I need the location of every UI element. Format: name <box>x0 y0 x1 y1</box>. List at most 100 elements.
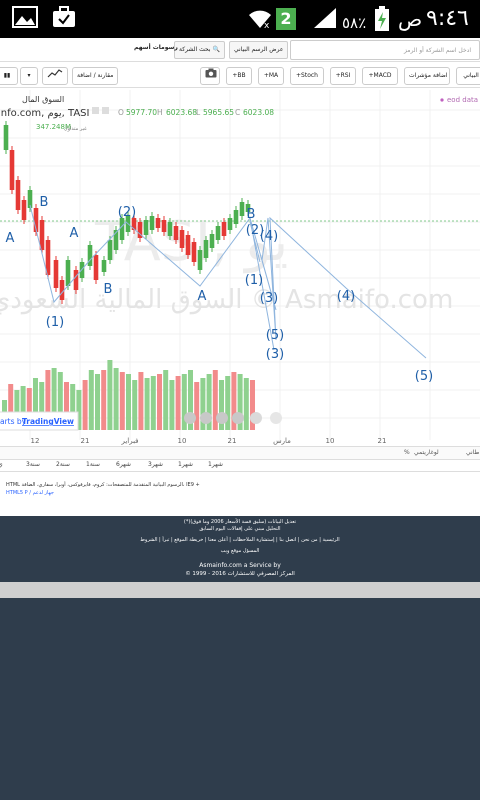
camera-icon[interactable] <box>200 67 220 85</box>
search-input[interactable]: ادخل اسم الشركة أو الرمز <box>290 40 480 60</box>
chart-type-icon[interactable] <box>42 67 68 85</box>
candle-body <box>185 235 191 255</box>
candle-body <box>73 270 79 290</box>
footer-copyright: © 1999 - 2016 المركز المصرفي للاستشارات <box>185 571 295 577</box>
x-axis-ticks: 12 21 فبراير 10 21 مارس 10 21 <box>31 437 387 445</box>
candle-body <box>3 125 9 150</box>
candle-body <box>155 218 161 228</box>
browser-support-note: HTML الرسوم البيانية المتقدمة للمتصفحات:… <box>6 482 200 488</box>
chart-canvas[interactable]: TASI, يو السوق المالية السعودي © Asmaifo… <box>0 90 480 446</box>
percent-toggle[interactable]: % <box>404 449 410 456</box>
axis-left-label[interactable]: طاني <box>466 449 480 456</box>
candle-body <box>143 220 149 235</box>
x-tick-label: 21 <box>378 437 387 445</box>
candle-body <box>221 222 227 236</box>
search-toolbar: ادخل اسم الشركة أو الرمز عرض الرسم البيا… <box>0 38 480 62</box>
candle-body <box>101 260 107 272</box>
candle-body <box>53 260 59 288</box>
candle-body <box>131 218 137 230</box>
zoom-out-icon[interactable] <box>200 412 212 424</box>
volume-bar <box>231 372 237 430</box>
x-tick-label: 10 <box>326 437 335 445</box>
footer-note-2: التحليل مبني على إقفالات اليوم السابق <box>199 526 281 532</box>
legend-settings-icon[interactable] <box>102 107 109 114</box>
range-item[interactable]: شهر1 <box>208 461 223 468</box>
range-item[interactable]: سنة2 <box>56 461 70 468</box>
range-item[interactable]: ي <box>0 461 3 468</box>
zoom-prev-icon[interactable] <box>184 412 196 424</box>
wave-label: A <box>70 226 79 241</box>
candles-icon[interactable]: ▮▮ <box>0 67 18 85</box>
volume-bar <box>206 374 212 430</box>
tradingview-link[interactable]: TradingView <box>22 417 74 426</box>
zoom-in-icon[interactable] <box>232 412 244 424</box>
ohlc-c: 6023.08 <box>243 108 274 117</box>
tradingview-badge[interactable] <box>0 411 79 431</box>
candle-body <box>215 226 221 240</box>
signal-icon <box>312 6 338 37</box>
chart-title-left: السوق المال <box>22 95 64 104</box>
clock: ٩:٤٦ <box>426 6 469 31</box>
status-bar: x 2 ٥٨٪ ص ٩:٤٦ <box>0 0 480 38</box>
range-item[interactable]: شهر3 <box>148 461 163 468</box>
show-chart-button[interactable]: عرض الرسم البياني <box>229 41 289 59</box>
chevron-down-icon[interactable]: ▾ <box>20 67 38 85</box>
rsi-button[interactable]: +RSI <box>330 67 356 85</box>
macd-button[interactable]: +MACD <box>362 67 398 85</box>
scroll-right-icon[interactable] <box>250 412 262 424</box>
bb-button[interactable]: +BB <box>226 67 252 85</box>
x-tick-label: 21 <box>228 437 237 445</box>
ma-button[interactable]: +MA <box>258 67 284 85</box>
candle-body <box>93 255 99 280</box>
range-item[interactable]: شهر1 <box>178 461 193 468</box>
volume-bar <box>219 380 224 430</box>
battery-percent: ٥٨٪ <box>342 14 367 32</box>
range-item[interactable]: شهر6 <box>116 461 131 468</box>
axis-options-bar: طاني لوغاريتمي % <box>0 446 480 460</box>
candle-body <box>33 208 39 232</box>
candle-body <box>227 218 233 230</box>
search-company-button[interactable]: 🔍 بحث الشركة <box>174 41 225 59</box>
web-page: ادخل اسم الشركة أو الرمز عرض الرسم البيا… <box>0 38 480 518</box>
volume-bar <box>163 370 169 430</box>
footer-links[interactable]: الرئيسية | من نحن | اتصل بنا | إستشارة ا… <box>140 537 340 543</box>
volume-bar <box>14 390 20 430</box>
log-scale-toggle[interactable]: لوغاريتمي <box>414 449 439 456</box>
indicator-toolbar: ▮▮ ▾ مقارنة / اضافة +BB +MA +Stoch +RSI … <box>0 64 480 88</box>
wave-label: (5) <box>266 328 284 343</box>
ampm: ص <box>398 7 423 31</box>
candle-body <box>21 200 27 220</box>
add-indicator-button[interactable]: اضافة مؤشرات <box>404 67 450 85</box>
footer-note-1: (*)تعديل البيانات (سليق قسة الأسعار 2006… <box>183 519 297 525</box>
volume-bar <box>76 390 82 430</box>
candle-body <box>87 245 93 266</box>
range-item[interactable]: سنة3 <box>26 461 40 468</box>
volume-bar <box>119 372 125 430</box>
volume-bar <box>212 370 218 430</box>
html5-link[interactable]: HTML5 P / جهاز لدعم <box>6 490 54 496</box>
candle-body <box>65 260 71 286</box>
volume-bar <box>181 374 187 430</box>
volume-bar <box>138 372 144 430</box>
stoch-button[interactable]: +Stoch <box>290 67 324 85</box>
candlesticks <box>3 121 251 304</box>
zoom-reset-icon[interactable] <box>216 412 228 424</box>
candle-body <box>173 226 179 240</box>
compare-add-button[interactable]: مقارنة / اضافة <box>72 67 118 85</box>
chart-menu-button[interactable]: البياني <box>456 67 480 85</box>
stock-charts-label: رسومات أسهم <box>134 44 178 51</box>
candle-body <box>107 240 113 260</box>
legend-toggle-icon[interactable] <box>92 107 99 114</box>
price-chart[interactable]: TASI, يو السوق المالية السعودي © Asmaifo… <box>0 90 480 490</box>
volume-bar <box>26 388 32 430</box>
volume-bar <box>33 378 38 430</box>
candle-body <box>149 216 155 230</box>
x-tick-label: مارس <box>273 437 291 445</box>
footer-note-3: المسؤل موقع ويب <box>220 548 260 554</box>
ohlc-c-label: C <box>235 108 240 117</box>
scroll-end-icon[interactable] <box>270 412 282 424</box>
range-item[interactable]: سنة1 <box>86 461 100 468</box>
volume-bar <box>250 380 255 430</box>
wave-line <box>249 221 261 263</box>
